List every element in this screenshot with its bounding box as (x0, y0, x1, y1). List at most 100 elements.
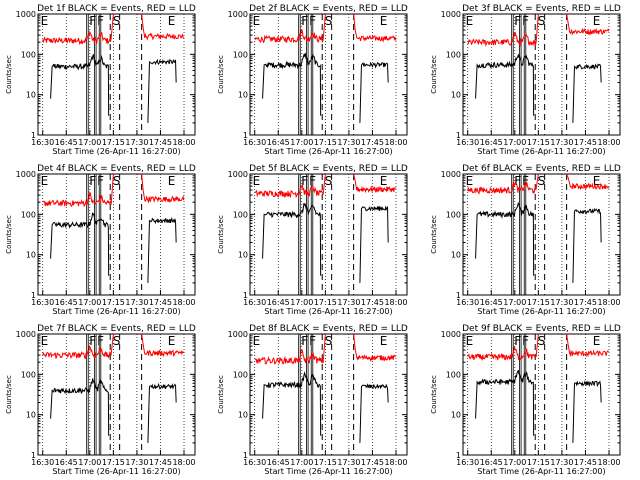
y-tick-label: 1000 (441, 170, 461, 179)
x-tick-label: 16:30 (31, 458, 54, 467)
region-marker: S (325, 174, 333, 188)
x-tick-label: 17:00 (290, 458, 313, 467)
chart-panel: Det 1f BLACK = Events, RED = LLD 1 10 100 10… (5, 4, 196, 156)
region-marker: S (113, 174, 121, 188)
x-axis-label: Start Time (26-Apr-11 16:27:00) (264, 307, 392, 316)
region-marker: F (97, 334, 104, 348)
region-marker: F (89, 174, 96, 188)
chart-panel: Det 6f BLACK = Events, RED = LLD 1 10 100 10… (430, 164, 621, 316)
region-marker: F (97, 14, 104, 28)
events-line (475, 369, 535, 436)
events-line (50, 378, 110, 436)
region-marker: F (522, 14, 529, 28)
y-tick-label: 1000 (16, 10, 36, 19)
region-marker: F (514, 174, 521, 188)
region-marker: E (253, 174, 261, 188)
x-tick-label: 17:45 (149, 138, 172, 147)
x-tick-label: 16:45 (267, 138, 290, 147)
lld-line (254, 13, 326, 44)
lld-line (254, 173, 326, 199)
x-tick-label: 17:45 (574, 458, 597, 467)
x-tick-label: 17:30 (550, 298, 573, 307)
lld-line (566, 333, 610, 358)
chart-title: Det 2f BLACK = Events, RED = LLD (249, 4, 408, 14)
region-marker: F (97, 174, 104, 188)
x-tick-label: 18:00 (597, 458, 620, 467)
y-tick-label: 10 (451, 251, 461, 260)
y-tick-label: 1000 (228, 330, 248, 339)
events-line (50, 212, 110, 276)
region-marker: E (466, 174, 474, 188)
chart-panel: Det 8f BLACK = Events, RED = LLD 1 10 100 10… (217, 324, 408, 476)
lld-line (566, 13, 610, 36)
x-axis-label: Start Time (26-Apr-11 16:27:00) (52, 147, 180, 156)
x-tick-label: 17:15 (314, 458, 337, 467)
x-axis-label: Start Time (26-Apr-11 16:27:00) (52, 467, 180, 476)
x-tick-label: 17:00 (503, 138, 526, 147)
x-tick-label: 16:30 (456, 458, 479, 467)
y-tick-label: 10 (238, 251, 248, 260)
x-tick-label: 17:15 (102, 298, 125, 307)
region-marker: E (593, 334, 601, 348)
x-tick-label: 17:15 (527, 458, 550, 467)
x-tick-label: 16:45 (267, 458, 290, 467)
lld-line (141, 13, 185, 41)
chart-title: Det 4f BLACK = Events, RED = LLD (37, 164, 196, 174)
y-tick-label: 1 (456, 291, 461, 300)
y-tick-label: 100 (21, 370, 36, 379)
y-tick-label: 1 (456, 451, 461, 460)
lld-line (566, 173, 610, 191)
region-marker: E (380, 334, 388, 348)
events-line (147, 58, 177, 123)
chart-panel: Det 9f BLACK = Events, RED = LLD 1 10 100 10… (430, 324, 621, 476)
events-line (475, 201, 535, 276)
x-tick-label: 18:00 (384, 458, 407, 467)
region-marker: E (466, 14, 474, 28)
x-tick-label: 17:15 (527, 298, 550, 307)
x-tick-label: 17:45 (361, 138, 384, 147)
region-marker: F (514, 334, 521, 348)
region-marker: S (538, 174, 546, 188)
y-tick-label: 100 (446, 210, 461, 219)
region-marker: F (514, 14, 521, 28)
region-marker: E (380, 174, 388, 188)
x-tick-label: 17:45 (361, 458, 384, 467)
region-marker: E (41, 174, 49, 188)
y-axis-label: Counts/sec (430, 215, 438, 254)
chart-title: Det 5f BLACK = Events, RED = LLD (249, 164, 408, 174)
y-axis-label: Counts/sec (217, 375, 225, 414)
chart-panel: Det 7f BLACK = Events, RED = LLD 1 10 100 10… (5, 324, 196, 476)
region-marker: S (325, 334, 333, 348)
chart-panel: Det 3f BLACK = Events, RED = LLD 1 10 100 10… (430, 4, 621, 156)
region-marker: E (593, 174, 601, 188)
plot-frame (37, 173, 196, 296)
y-axis-label: Counts/sec (217, 215, 225, 254)
plot-frame (249, 333, 408, 456)
events-line (359, 61, 389, 123)
x-tick-label: 18:00 (384, 298, 407, 307)
y-tick-label: 1000 (16, 170, 36, 179)
region-marker: S (113, 334, 121, 348)
region-marker: E (168, 14, 176, 28)
x-tick-label: 18:00 (384, 138, 407, 147)
region-marker: E (168, 334, 176, 348)
x-tick-label: 18:00 (172, 458, 195, 467)
x-tick-label: 17:00 (78, 458, 101, 467)
region-marker: E (380, 14, 388, 28)
region-marker: F (301, 334, 308, 348)
events-line (147, 217, 177, 283)
x-tick-label: 16:30 (456, 138, 479, 147)
region-marker: F (309, 174, 316, 188)
x-axis-label: Start Time (26-Apr-11 16:27:00) (264, 467, 392, 476)
y-tick-label: 1000 (441, 10, 461, 19)
y-tick-label: 100 (446, 50, 461, 59)
x-tick-label: 16:30 (456, 298, 479, 307)
chart-title: Det 7f BLACK = Events, RED = LLD (37, 324, 196, 334)
region-marker: F (309, 14, 316, 28)
region-marker: F (301, 174, 308, 188)
x-tick-label: 16:45 (480, 298, 503, 307)
x-tick-label: 17:00 (503, 298, 526, 307)
chart-title: Det 3f BLACK = Events, RED = LLD (462, 4, 621, 14)
x-tick-label: 17:00 (290, 298, 313, 307)
